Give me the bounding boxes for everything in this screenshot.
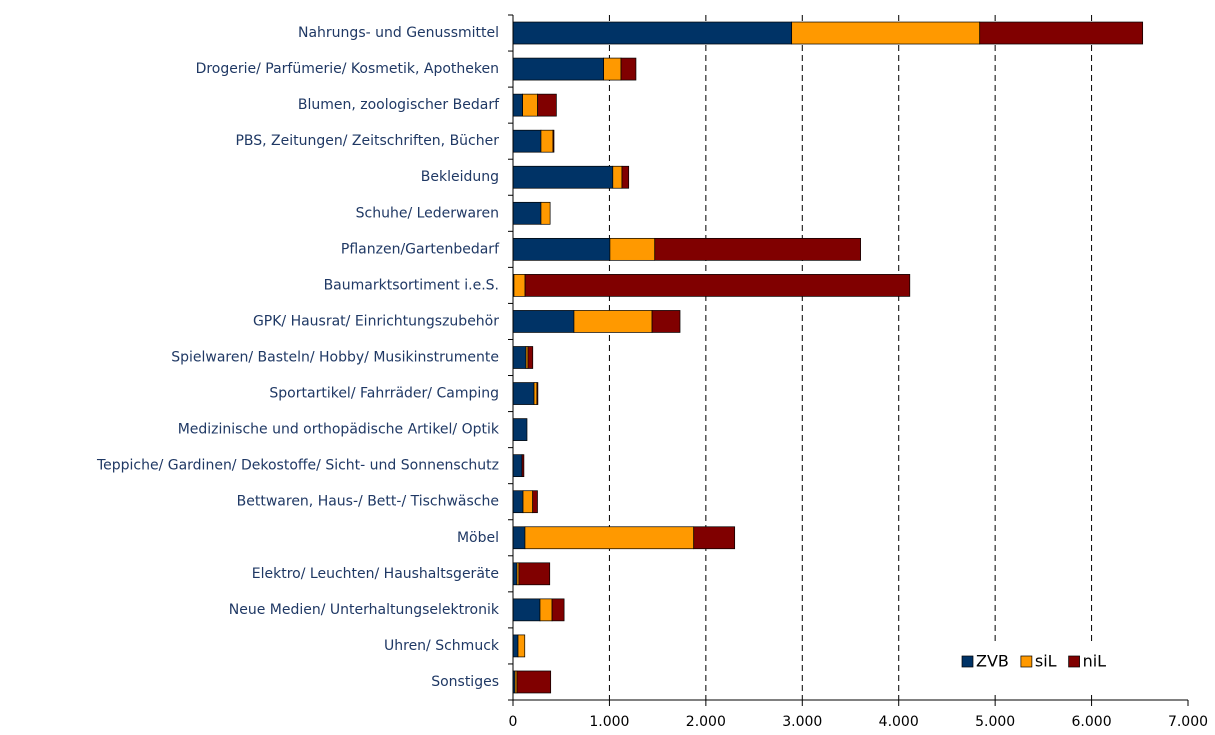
bar-segment (533, 382, 538, 405)
legend-label: siL (1035, 652, 1057, 671)
bar-segment (512, 454, 523, 478)
bar-segment (512, 634, 519, 658)
bar-segment (979, 21, 1144, 45)
x-tick-label: 6.000 (1072, 714, 1112, 730)
category-label: Uhren/ Schmuck (384, 638, 500, 654)
bar-segment (654, 237, 861, 261)
bar-segment (540, 201, 551, 225)
bar-segment (536, 382, 539, 405)
bar-segment (512, 418, 528, 441)
bar-segment (527, 346, 534, 369)
bar-segment (513, 274, 526, 297)
bar-segment (512, 57, 604, 81)
bar-segment (512, 310, 575, 333)
category-label: Elektro/ Leuchten/ Haushaltsgeräte (252, 566, 499, 582)
x-tick-label: 2.000 (686, 714, 726, 730)
bar-segment (552, 129, 555, 153)
bar-segment (620, 57, 637, 81)
bar-segment (512, 165, 614, 189)
bar-segment (540, 129, 554, 153)
bar-segment (512, 93, 523, 117)
category-label: Blumen, zoologischer Bedarf (298, 97, 500, 113)
bar-segment (517, 634, 526, 658)
category-label: Neue Medien/ Unterhaltungselektronik (229, 602, 500, 618)
bar-segment (518, 562, 551, 586)
bar-segment (512, 129, 542, 153)
bar-segment (512, 21, 793, 45)
bar-segment (524, 526, 695, 550)
bar-segment (512, 237, 611, 261)
bar-segment (609, 237, 656, 261)
bar-segment (621, 165, 630, 189)
category-label: Spielwaren/ Basteln/ Hobby/ Musikinstrum… (171, 350, 499, 366)
category-label: Sonstiges (431, 674, 499, 690)
bar-segment (651, 310, 681, 333)
bar-segment (512, 490, 524, 514)
bar-segment (522, 93, 538, 117)
bar-segment (512, 382, 535, 405)
bar-segment (512, 526, 526, 550)
bar-segment (512, 201, 542, 225)
legend-swatch (1068, 655, 1080, 668)
category-label: GPK/ Hausrat/ Einrichtungszubehör (253, 313, 499, 329)
bar-segment (521, 454, 525, 478)
bar-segment (522, 490, 534, 514)
category-label: Teppiche/ Gardinen/ Dekostoffe/ Sicht- u… (96, 458, 499, 474)
bar-segment (573, 310, 653, 333)
category-label: Nahrungs- und Genussmittel (298, 25, 499, 41)
x-tick-label: 0 (509, 714, 518, 730)
x-tick-label: 1.000 (589, 714, 629, 730)
bar-segment (539, 598, 553, 622)
category-label: Pflanzen/Gartenbedarf (341, 241, 500, 257)
x-tick-label: 3.000 (782, 714, 822, 730)
category-label: Bekleidung (421, 169, 499, 185)
category-label: Möbel (457, 530, 499, 546)
legend-swatch (961, 655, 974, 668)
bar-segment (512, 562, 518, 586)
category-label: Bettwaren, Haus-/ Bett-/ Tischwäsche (237, 494, 499, 510)
bar-segment (532, 490, 538, 514)
bar-segment (603, 57, 622, 81)
category-label: Drogerie/ Parfümerie/ Kosmetik, Apotheke… (196, 61, 499, 77)
bar-segment (537, 93, 557, 117)
x-tick-label: 5.000 (975, 714, 1015, 730)
legend-swatch (1020, 655, 1033, 668)
x-tick-label: 4.000 (879, 714, 919, 730)
legend-label: niL (1083, 652, 1107, 671)
category-label: PBS, Zeitungen/ Zeitschriften, Bücher (235, 133, 499, 149)
bar-segment (693, 526, 736, 550)
bar-segment (516, 670, 552, 694)
bar-segment (512, 598, 541, 622)
category-label: Medizinische und orthopädische Artikel/ … (178, 422, 500, 438)
bar-segment (524, 274, 911, 297)
bar-segment (512, 346, 527, 369)
bar-segment (551, 598, 565, 622)
bar-segment (612, 165, 623, 189)
category-label: Schuhe/ Lederwaren (356, 205, 499, 221)
x-tick-label: 7.000 (1168, 714, 1208, 730)
category-label: Sportartikel/ Fahrräder/ Camping (269, 386, 499, 402)
legend-label: ZVB (976, 652, 1009, 671)
legend-box (945, 645, 1185, 695)
bar-segment (791, 21, 981, 45)
category-label: Baumarktsortiment i.e.S. (324, 277, 499, 293)
